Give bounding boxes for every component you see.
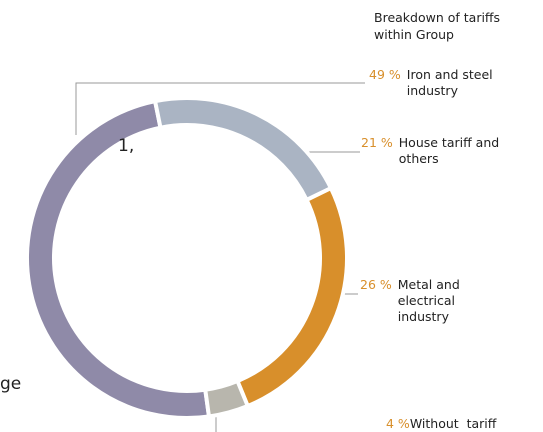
category-label: Iron and steel industry [406, 67, 493, 98]
leader-line [75, 82, 365, 135]
text-fragment: ge [0, 374, 22, 394]
text-fragment: 1, [118, 136, 135, 156]
value-label: 4 % [386, 416, 410, 431]
donut-segment [152, 96, 334, 203]
legend-label: 21 % House tariff and others [361, 135, 509, 167]
legend-label: 26 % Metal and electrical industry [360, 277, 478, 325]
legend-label: 49 % Iron and steel industry [369, 67, 517, 99]
category-label: Without tariff [409, 416, 497, 431]
chart-title: Breakdown of tariffs within Group [374, 10, 501, 42]
donut-segment [234, 185, 349, 409]
legend-label: 4 % Without tariff [386, 416, 530, 432]
category-label: Metal and electrical industry [397, 277, 460, 324]
donut-segment [203, 378, 251, 419]
value-label: 21 % [361, 135, 393, 150]
value-label: 26 % [360, 277, 392, 292]
value-label: 49 % [369, 67, 401, 82]
category-label: House tariff and others [398, 135, 500, 166]
